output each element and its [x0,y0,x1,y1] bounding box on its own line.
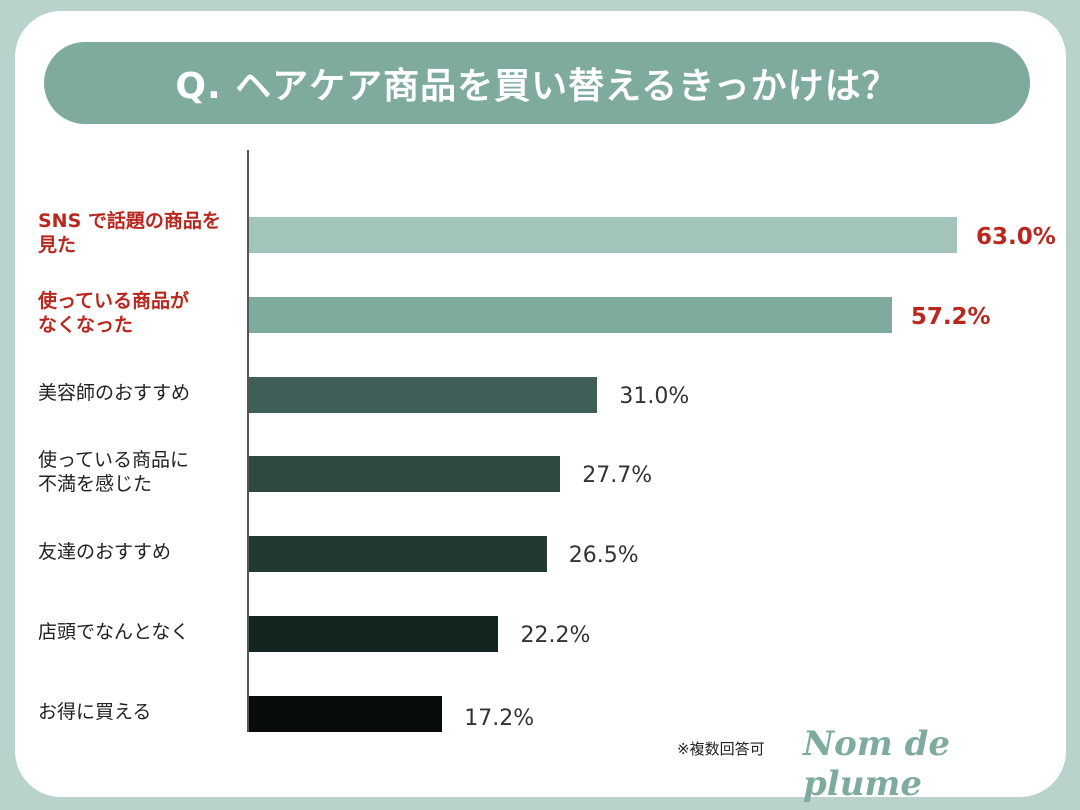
category-label: 使っている商品が なくなった [38,289,190,336]
bar [249,695,443,732]
bar [249,616,499,652]
category-label: 友達のおすすめ [38,541,172,564]
category-label: 店頭でなんとなく [38,621,190,643]
bar [249,296,892,333]
category-label: お得に買える [38,700,152,723]
chart-title: Q. ヘアケア商品を買い替えるきっかけは？ [175,66,899,107]
category-label: 使っている商品に 不満を感じた [38,449,190,496]
category-label: SNS で話題の商品を 見た [38,210,221,256]
footnote: ※複数回答可 [677,740,765,758]
value-label: 22.2% [520,623,591,648]
bar [249,456,561,493]
category-label: 美容師のおすすめ [38,381,191,404]
value-label: 31.0% [619,383,690,409]
value-label: 63.0% [976,224,1056,250]
value-label: 17.2% [464,705,535,731]
value-label: 27.7% [582,463,653,489]
brand-logo: Nom de plume [803,724,950,804]
bar [249,536,547,573]
value-label: 26.5% [568,543,639,569]
title-banner: Q. ヘアケア商品を買い替えるきっかけは？ [44,42,1030,124]
bar [249,217,957,253]
bar [249,376,598,413]
value-label: 57.2% [910,303,991,330]
y-axis-line [247,150,249,732]
